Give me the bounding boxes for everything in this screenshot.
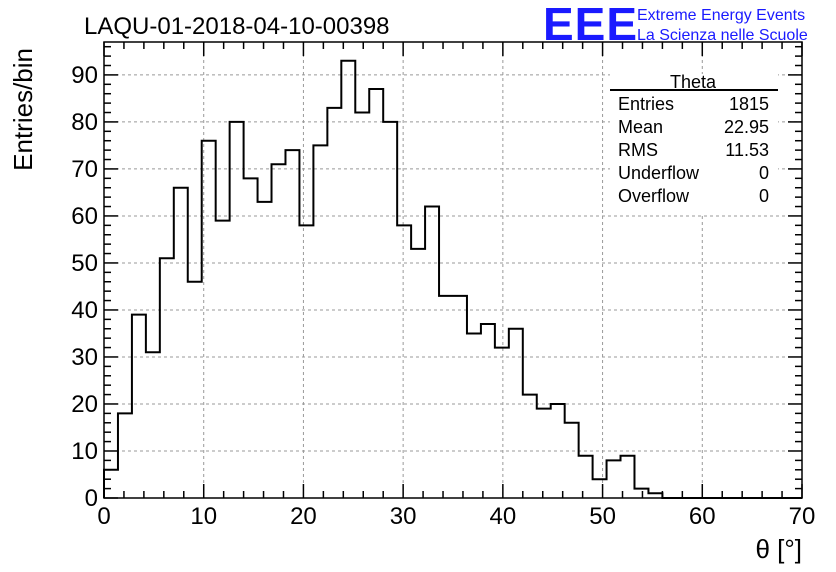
stats-overflow-value: 0 — [759, 186, 769, 206]
histogram-bin-2 — [132, 315, 146, 498]
histogram-bin-33 — [565, 423, 579, 498]
histogram-bin-20 — [383, 122, 397, 498]
histogram-bin-0 — [104, 470, 118, 498]
stats-box-title: Theta — [670, 72, 717, 92]
grid — [104, 42, 802, 498]
histogram-bin-13 — [285, 150, 299, 498]
histogram-bin-18 — [355, 113, 369, 498]
x-tick-label-40: 40 — [490, 503, 517, 530]
histogram-bin-30 — [523, 395, 537, 498]
histogram-bin-25 — [453, 296, 467, 498]
x-tick-label-0: 0 — [97, 503, 110, 530]
histogram-bin-21 — [397, 225, 411, 498]
stats-mean-value: 22.95 — [724, 117, 769, 137]
histogram-bin-28 — [495, 348, 509, 498]
histogram-bin-16 — [327, 108, 341, 498]
histogram-outline — [103, 59, 802, 499]
eee-logo: EEE Extreme Energy Events La Scienza nel… — [543, 0, 808, 50]
y-tick-label-30: 30 — [71, 344, 98, 371]
stats-entries-label: Entries — [618, 94, 674, 114]
histogram-bin-31 — [537, 409, 551, 498]
histogram-bin-6 — [188, 282, 202, 498]
histogram-bin-17 — [341, 61, 355, 498]
x-tick-label-70: 70 — [789, 503, 816, 530]
stats-underflow-value: 0 — [759, 163, 769, 183]
histogram-bin-29 — [509, 329, 523, 498]
eee-logo-line2: La Scienza nelle Scuole — [637, 27, 808, 44]
histogram-bin-35 — [593, 479, 607, 498]
x-tick-label-50: 50 — [589, 503, 616, 530]
x-axis-label: θ [°] — [755, 534, 802, 564]
y-tick-label-70: 70 — [71, 156, 98, 183]
y-axis-label: Entries/bin — [8, 48, 38, 171]
histogram-bin-5 — [174, 188, 188, 498]
histogram-bin-10 — [244, 178, 258, 498]
histogram-bin-34 — [579, 456, 593, 498]
histogram-bin-11 — [258, 202, 272, 498]
stats-overflow-label: Overflow — [618, 186, 690, 206]
stats-mean-label: Mean — [618, 117, 663, 137]
y-tick-label-90: 90 — [71, 62, 98, 89]
x-tick-label-20: 20 — [290, 503, 317, 530]
stats-rms-value: 11.53 — [725, 140, 769, 160]
histogram-bin-27 — [481, 324, 495, 498]
x-tick-label-30: 30 — [390, 503, 417, 530]
histogram-bin-23 — [425, 207, 439, 498]
stats-rms-label: RMS — [618, 140, 658, 160]
stats-underflow-label: Underflow — [618, 163, 700, 183]
y-tick-label-40: 40 — [71, 297, 98, 324]
stats-box-background — [610, 74, 778, 214]
x-tick-label-60: 60 — [689, 503, 716, 530]
y-tick-label-0: 0 — [85, 485, 98, 512]
histogram-bin-12 — [272, 164, 286, 498]
eee-logo-line1: Extreme Energy Events — [637, 7, 805, 24]
stats-entries-value: 1815 — [729, 94, 769, 114]
y-tick-label-60: 60 — [71, 203, 98, 230]
y-tick-label-80: 80 — [71, 109, 98, 136]
histogram-bin-38 — [634, 489, 648, 498]
histogram-bin-4 — [160, 258, 174, 498]
histogram-bin-1 — [118, 413, 132, 498]
axis-ticks — [103, 42, 803, 499]
y-tick-labels: 0 10 20 30 40 50 60 70 80 90 — [71, 62, 98, 512]
plot-frame — [103, 41, 803, 499]
chart-title: LAQU-01-2018-04-10-00398 — [84, 13, 390, 40]
y-tick-label-10: 10 — [71, 438, 98, 465]
histogram-bin-19 — [369, 89, 383, 498]
histogram-bin-8 — [216, 221, 230, 498]
y-tick-label-50: 50 — [71, 250, 98, 277]
histogram-bin-36 — [607, 460, 621, 498]
histogram-bin-15 — [313, 145, 327, 498]
histogram-bin-3 — [146, 352, 160, 498]
histogram-bin-26 — [467, 333, 481, 498]
x-tick-label-10: 10 — [190, 503, 217, 530]
stats-box: Theta Entries 1815 Mean 22.95 RMS 11.53 … — [610, 72, 778, 214]
y-tick-label-20: 20 — [71, 391, 98, 418]
histogram-bin-14 — [299, 225, 313, 498]
x-tick-labels: 0 10 20 30 40 50 60 70 — [97, 503, 815, 530]
histogram-bin-22 — [411, 249, 425, 498]
histogram-bin-24 — [439, 296, 453, 498]
